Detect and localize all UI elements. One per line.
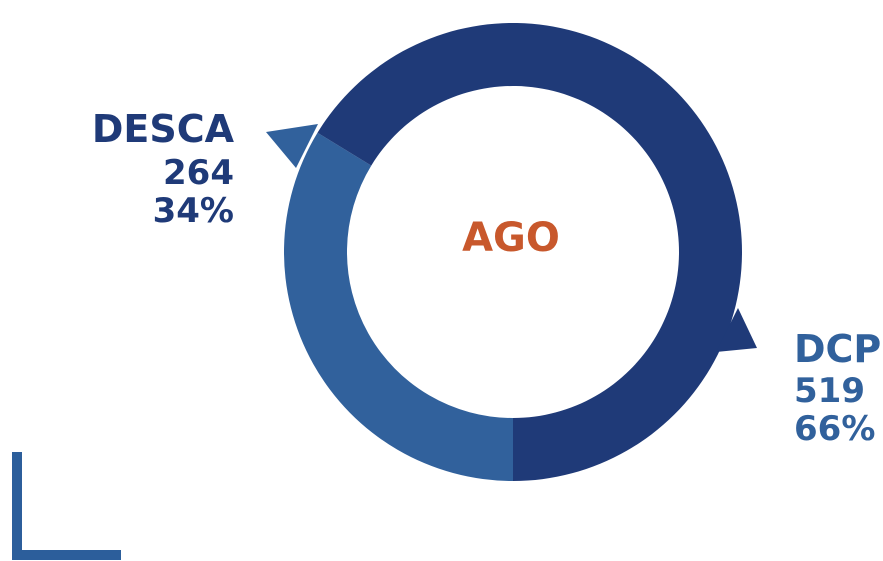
slice-label-dcp-name: DCP (794, 327, 881, 371)
center-label: AGO (462, 215, 560, 261)
slice-label-desca-percent: 34% (153, 191, 234, 231)
slice-desca (284, 132, 513, 481)
corner-bracket-decoration (12, 452, 121, 560)
slice-desca-pointer (266, 124, 318, 168)
corner-bracket-horizontal (12, 550, 121, 560)
slice-label-dcp-percent: 66% (794, 409, 875, 449)
slice-label-desca-value: 264 (163, 153, 234, 193)
slice-dcp-pointer (716, 308, 757, 352)
slice-label-dcp-value: 519 (794, 371, 865, 411)
donut-slices (266, 22, 757, 481)
slice-label-desca-name: DESCA (92, 107, 235, 151)
corner-bracket-vertical (12, 452, 22, 560)
slice-dcp (317, 22, 742, 481)
